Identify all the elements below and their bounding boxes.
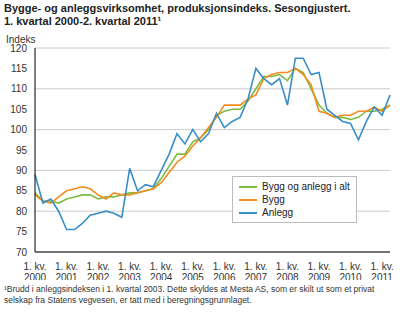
svg-text:1. kv.2007: 1. kv.2007: [244, 261, 267, 280]
html-text:¹Brudd i anleggsindeksen i 1.: ¹Brudd i anleggsindeksen i 1. kvartal 20…: [4, 284, 375, 305]
svg-text:100: 100: [10, 124, 27, 135]
html-text:Bygg: Bygg: [262, 194, 285, 205]
svg-text:1. kv.2010: 1. kv.2010: [339, 261, 362, 280]
svg-text:120: 120: [10, 43, 27, 54]
svg-text:80: 80: [16, 206, 28, 217]
svg-text:95: 95: [16, 145, 28, 156]
svg-text:1. kv.2008: 1. kv.2008: [276, 261, 299, 280]
svg-text:85: 85: [16, 185, 28, 196]
html-text:Bygg og anlegg i alt: Bygg og anlegg i alt: [262, 181, 350, 192]
svg-text:1. kv.2005: 1. kv.2005: [181, 261, 204, 280]
svg-text:1. kv.2009: 1. kv.2009: [307, 261, 330, 280]
svg-text:1. kv.2006: 1. kv.2006: [213, 261, 236, 280]
svg-text:105: 105: [10, 104, 27, 115]
svg-text:90: 90: [16, 165, 28, 176]
svg-text:75: 75: [16, 226, 28, 237]
html-text:Indeks: Indeks: [6, 34, 36, 45]
svg-text:110: 110: [11, 83, 27, 94]
html-text:Anlegg: Anlegg: [262, 207, 294, 218]
svg-text:1. kv.2004: 1. kv.2004: [150, 261, 173, 280]
html-text:Bygge- og anleggsvirksomhet, p: Bygge- og anleggsvirksomhet, produksjons…: [4, 2, 351, 27]
svg-text:1. kv.2002: 1. kv.2002: [87, 261, 110, 280]
svg-text:70: 70: [16, 247, 28, 258]
svg-text:115: 115: [11, 63, 27, 74]
svg-text:1. kv.2011: 1. kv.2011: [371, 261, 392, 280]
svg-text:1. kv.2003: 1. kv.2003: [118, 261, 141, 280]
svg-text:1. kv.2000: 1. kv.2000: [23, 261, 46, 280]
svg-text:1. kv.2001: 1. kv.2001: [55, 261, 78, 280]
